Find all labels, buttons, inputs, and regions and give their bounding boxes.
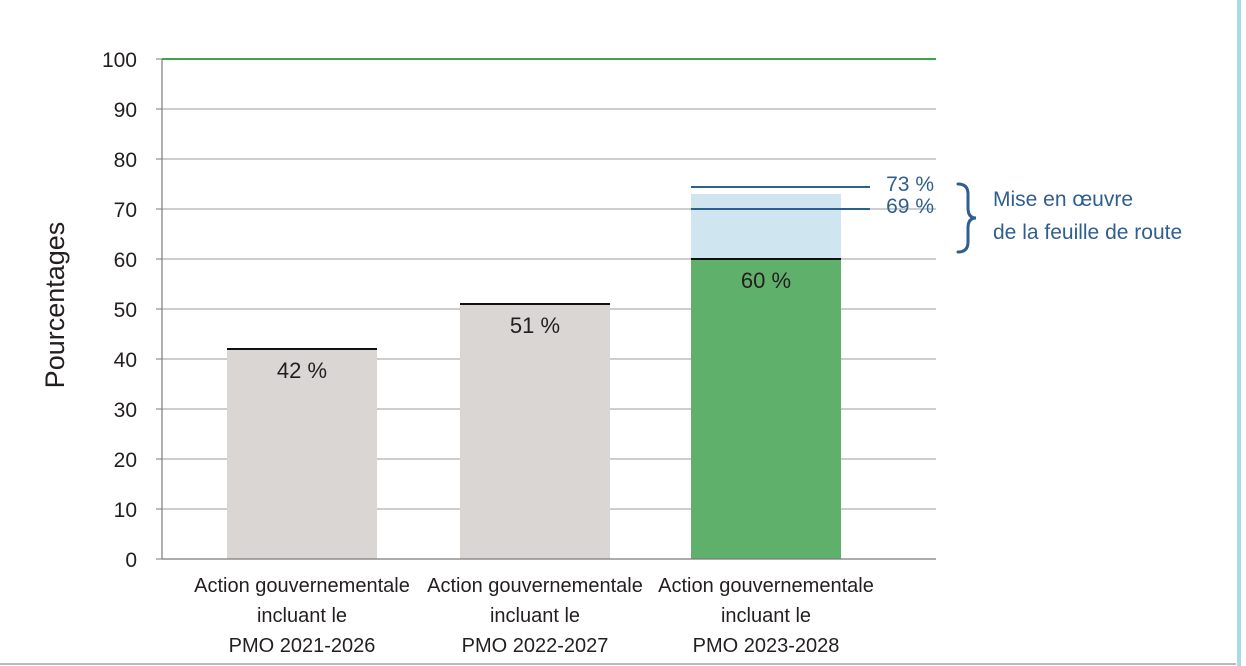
bars [227,194,841,559]
x-category-label: Action gouvernementale [658,575,874,597]
annotations: 73 %69 % Mise en œuvre de la feuille de ro… [691,173,1182,254]
projection-marker-label: 69 % [886,195,934,218]
bar [460,304,610,559]
y-tick-label: 70 [114,199,137,222]
y-tick-label: 20 [114,449,137,472]
axes [156,58,936,560]
projection-area [691,194,841,259]
x-category-label: incluant le [257,605,347,627]
annotation-note: Mise en œuvre [993,188,1133,211]
bar [691,259,841,559]
brace [956,182,977,254]
y-tick-label: 10 [114,499,137,522]
x-category-label: incluant le [721,605,811,627]
y-tick-label: 90 [114,99,137,122]
projection-marker-label: 73 % [886,173,934,196]
x-category-label: PMO 2023-2028 [693,635,840,657]
y-tick-label: 0 [125,549,137,572]
y-tick-label: 40 [114,349,137,372]
y-axis-title: Pourcentages [40,222,70,389]
y-tick-label: 80 [114,149,137,172]
annotation-note: de la feuille de route [993,221,1182,244]
bar [227,349,377,559]
y-tick-label: 100 [102,49,137,72]
y-tick-label: 60 [114,249,137,272]
data-label: 42 % [277,358,327,383]
y-tick-label: 50 [114,299,137,322]
x-category-label: Action gouvernementale [427,575,643,597]
x-category-label: PMO 2021-2026 [229,635,376,657]
x-category-label: incluant le [490,605,580,627]
x-category-label: PMO 2022-2027 [462,635,609,657]
data-label: 51 % [510,313,560,338]
labels: 0 10 20 30 40 50 60 70 80 90 100 42 % Action gouvern… [40,49,874,657]
y-tick-label: 30 [114,399,137,422]
x-category-label: Action gouvernementale [194,575,410,597]
data-label: 60 % [741,268,791,293]
